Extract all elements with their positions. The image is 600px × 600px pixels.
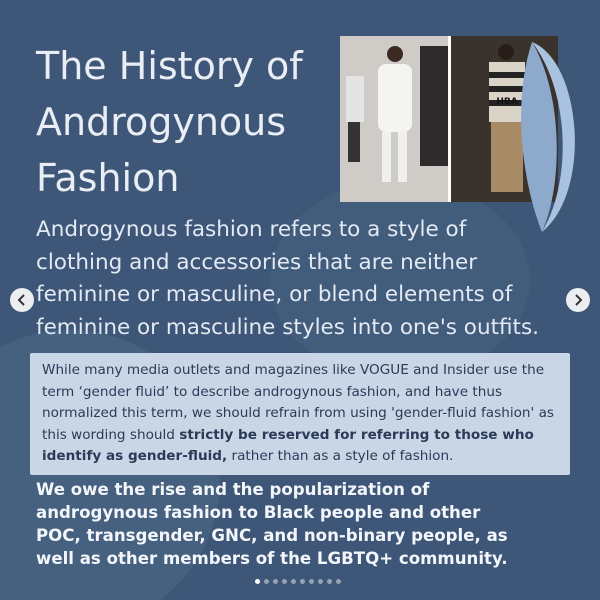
dot[interactable]: [282, 579, 287, 584]
dot[interactable]: [264, 579, 269, 584]
intro-line: Androgynous fashion refers to a style of: [36, 217, 467, 242]
background-blob: [270, 180, 530, 380]
dot[interactable]: [336, 579, 341, 584]
title: The History of Androgynous Fashion: [36, 38, 303, 206]
dot[interactable]: [309, 579, 314, 584]
title-line: Fashion: [36, 156, 180, 200]
dot[interactable]: [255, 579, 260, 584]
footer-line: well as other members of the LGBTQ+ comm…: [36, 549, 508, 568]
footer-line: POC, transgender, GNC, and non-binary pe…: [36, 526, 508, 545]
footer-line: androgynous fashion to Black people and …: [36, 503, 481, 522]
intro-line: feminine or masculine, or blend elements…: [36, 282, 513, 307]
footer: We owe the rise and the popularization o…: [36, 478, 508, 570]
prev-button[interactable]: [10, 288, 34, 312]
dot[interactable]: [300, 579, 305, 584]
prev-icon: [17, 294, 25, 306]
dot[interactable]: [327, 579, 332, 584]
dot[interactable]: [273, 579, 278, 584]
next-button[interactable]: [566, 288, 590, 312]
next-icon: [575, 294, 583, 306]
footer-line: We owe the rise and the popularization o…: [36, 480, 430, 499]
photo-caption: HBA: [496, 97, 517, 107]
note-bold: strictly be reserved for referring to th…: [42, 426, 534, 465]
photo: [340, 36, 448, 202]
photo-figure: [340, 36, 448, 202]
note-text: While many media outlets and magazines l…: [42, 362, 554, 443]
title-line: Androgynous: [36, 100, 287, 144]
carousel-dots: [255, 579, 341, 584]
intro-line: clothing and accessories that are neithe…: [36, 249, 478, 275]
crescent: [521, 42, 575, 232]
intro-line: feminine or masculine styles into one's …: [36, 314, 540, 340]
intro: Androgynous fashion refers to a style of…: [36, 214, 539, 344]
dot[interactable]: [291, 579, 296, 584]
note-text: rather than as a style of fashion.: [227, 448, 454, 465]
note-box: While many media outlets and magazines l…: [30, 353, 570, 475]
dot[interactable]: [318, 579, 323, 584]
title-line: The History of: [36, 44, 303, 88]
